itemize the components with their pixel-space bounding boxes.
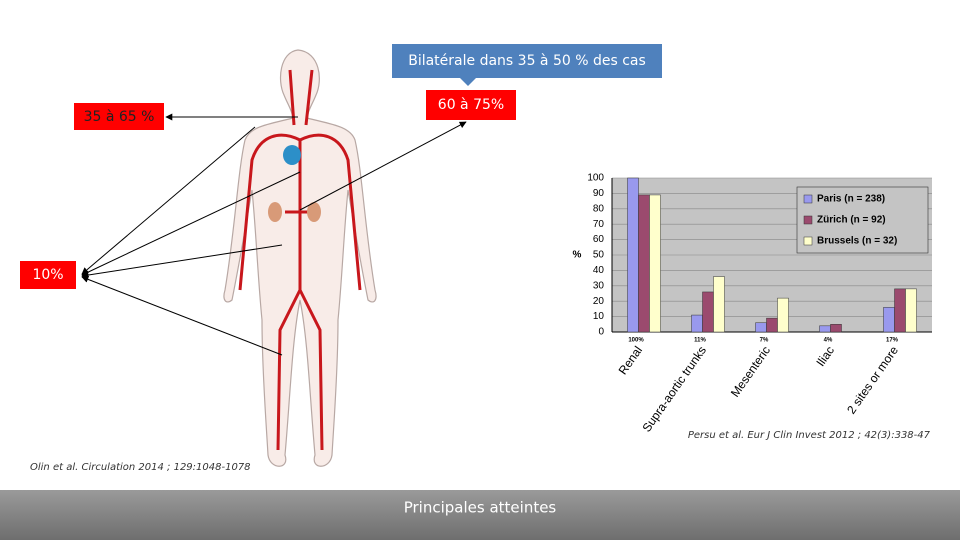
bar (649, 194, 661, 333)
y-tick-label: 90 (593, 188, 605, 199)
callout-box (74, 103, 164, 130)
y-tick-label: 60 (593, 234, 605, 245)
y-tick-label: 0 (598, 327, 604, 338)
category-note: 4% (824, 338, 833, 344)
callout-box (426, 90, 516, 120)
legend-swatch (803, 215, 813, 225)
kidney (268, 202, 282, 222)
bar (627, 177, 639, 333)
x-tick-label: 2 sites or more (844, 343, 901, 416)
y-tick-label: 70 (593, 219, 605, 230)
y-tick-label: 40 (593, 265, 605, 276)
arrows (81, 113, 467, 356)
body-figure (223, 49, 377, 467)
legend-box (796, 186, 929, 254)
y-axis-label: % (573, 250, 582, 261)
y-tick-label: 100 (587, 173, 604, 184)
bar (702, 291, 714, 333)
legend-label: Paris (n = 238) (817, 194, 885, 205)
category-note: 7% (760, 338, 769, 344)
bar (905, 288, 917, 333)
bar (830, 324, 842, 333)
footer-bar (0, 490, 960, 540)
y-tick-label: 80 (593, 203, 605, 214)
bar (819, 325, 831, 333)
y-tick-label: 10 (593, 311, 605, 322)
bar (638, 194, 650, 333)
heart (283, 145, 301, 165)
bilateral-box (392, 44, 662, 86)
callout: 10% (32, 267, 63, 283)
bar (894, 288, 906, 333)
citation: Olin et al. Circulation 2014 ; 129:1048-… (30, 462, 251, 473)
citation: Persu et al. Eur J Clin Invest 2012 ; 42… (688, 430, 931, 441)
x-tick-label: Renal (616, 344, 645, 378)
x-tick-label: Supra-aortic trunks (639, 344, 709, 435)
legend-swatch (803, 194, 813, 204)
callout: Bilatérale dans 35 à 50 % des cas (408, 53, 646, 69)
x-tick-label: Iliac (813, 344, 837, 370)
category-note: 11% (694, 338, 706, 344)
y-tick-label: 20 (593, 296, 605, 307)
bar (691, 314, 703, 333)
y-tick-label: 50 (593, 250, 605, 261)
bar (766, 317, 778, 333)
kidney (307, 202, 321, 222)
bar (883, 307, 895, 333)
footer-title: Principales atteintes (404, 499, 557, 517)
bar (755, 322, 767, 333)
x-tick-label: Mesenteric (728, 344, 773, 400)
callout-box (20, 261, 76, 289)
y-tick-label: 30 (593, 280, 605, 291)
legend-label: Brussels (n = 32) (817, 236, 897, 247)
callout: 60 à 75% (438, 97, 504, 113)
legend-label: Zürich (n = 92) (817, 215, 886, 226)
bar (777, 297, 789, 333)
category-note: 17% (886, 338, 899, 344)
category-note: 100% (628, 338, 644, 344)
callout: 35 à 65 % (84, 109, 155, 125)
arteries (238, 69, 362, 451)
bar (713, 276, 725, 333)
legend-swatch (803, 236, 813, 246)
